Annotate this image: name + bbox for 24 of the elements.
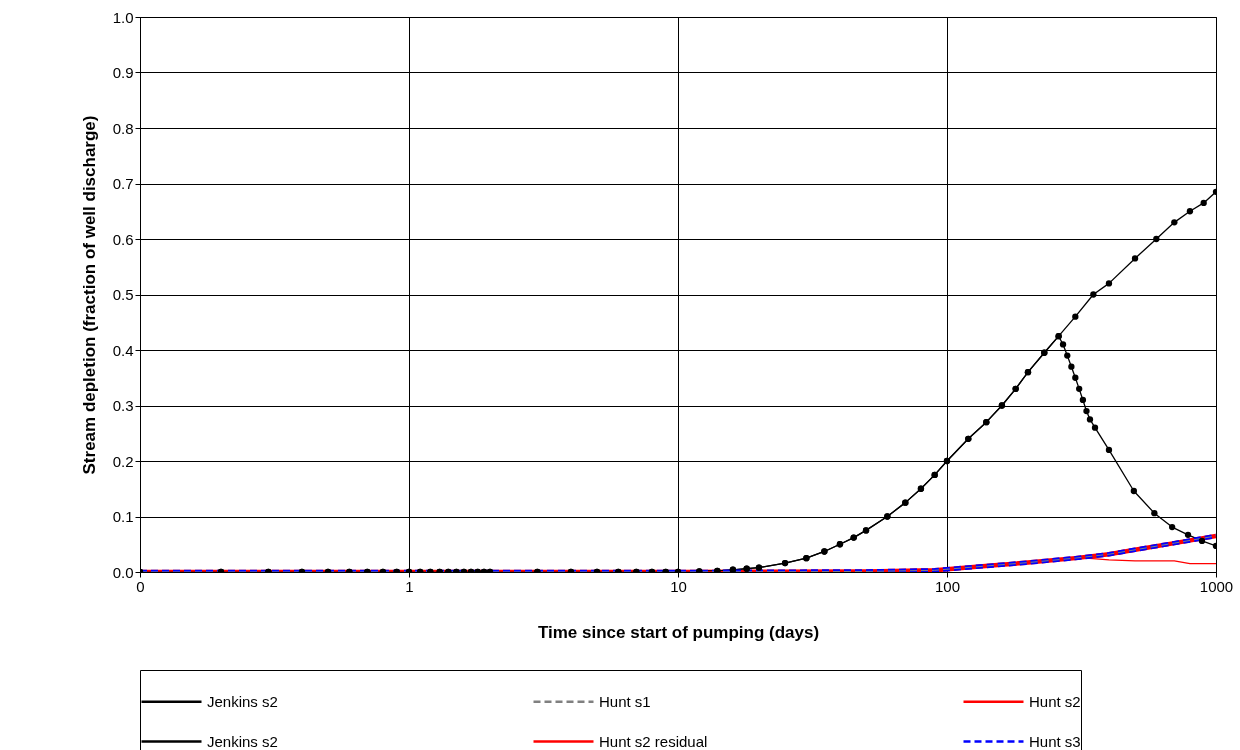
legend-label: Hunt s2 [1029,692,1081,710]
y-tick-label: 0.6 [112,230,134,248]
x-tick-label: 1 [405,577,414,595]
y-tick-label: 0.1 [112,508,134,525]
y-tick-label: 0.7 [112,175,134,192]
y-tick-label: 0.9 [112,64,134,81]
x-tick-label: 100 [934,577,961,595]
y-tick-label: 0.8 [112,119,134,137]
legend-label: Hunt s2 residual [599,732,708,750]
x-tick-label: 0 [136,577,145,595]
y-tick-label: 0.2 [112,452,134,470]
y-tick-label: 1.0 [112,8,134,26]
x-tick-label: 1000 [1199,577,1234,595]
x-axis-title: Time since start of pumping (days) [537,622,820,642]
y-tick-label: 0.0 [112,563,134,581]
y-tick-label: 0.4 [112,341,134,359]
legend-label: Jenkins s2 [207,692,278,710]
legend-label: Hunt s3 [1029,732,1081,750]
y-tick-label: 0.5 [112,286,134,303]
legend-label: Hunt s1 [599,692,651,710]
legend-label: Jenkins s2 [207,732,278,750]
y-tick-label: 0.3 [112,397,134,414]
y-axis-title: Stream depletion (fraction of well discharge) [79,115,99,475]
x-tick-label: 10 [670,577,687,595]
